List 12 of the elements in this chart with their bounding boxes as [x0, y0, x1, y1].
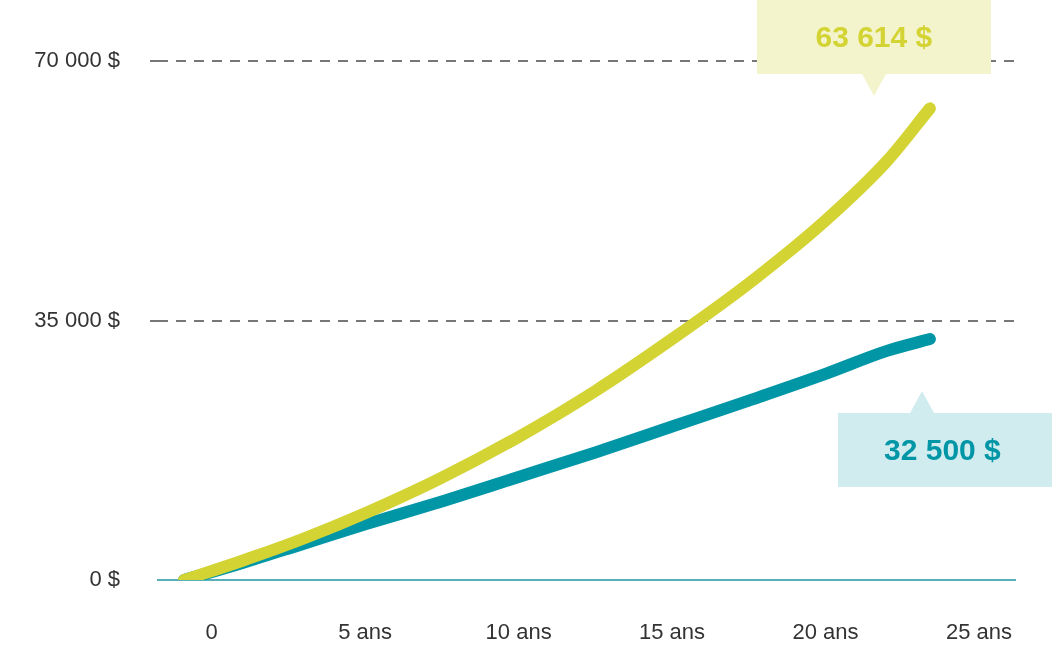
callout-box: 32 500 $	[838, 413, 1052, 488]
y-tick-label: 70 000 $	[34, 47, 120, 73]
annotation: 32 500 $	[884, 433, 1001, 468]
x-tick-label: 10 ans	[485, 619, 552, 645]
x-tick-label: 5 ans	[338, 619, 393, 645]
x-tick-label: 0	[205, 619, 218, 645]
callout-box: 63 614 $	[756, 0, 991, 75]
x-tick-label: 15 ans	[639, 619, 706, 645]
x-tick-label: 25 ans	[945, 619, 1012, 645]
x-tick-label: 20 ans	[792, 619, 859, 645]
y-tick-label: 0 $	[89, 566, 120, 592]
y-tick-label: 35 000 $	[34, 306, 120, 332]
